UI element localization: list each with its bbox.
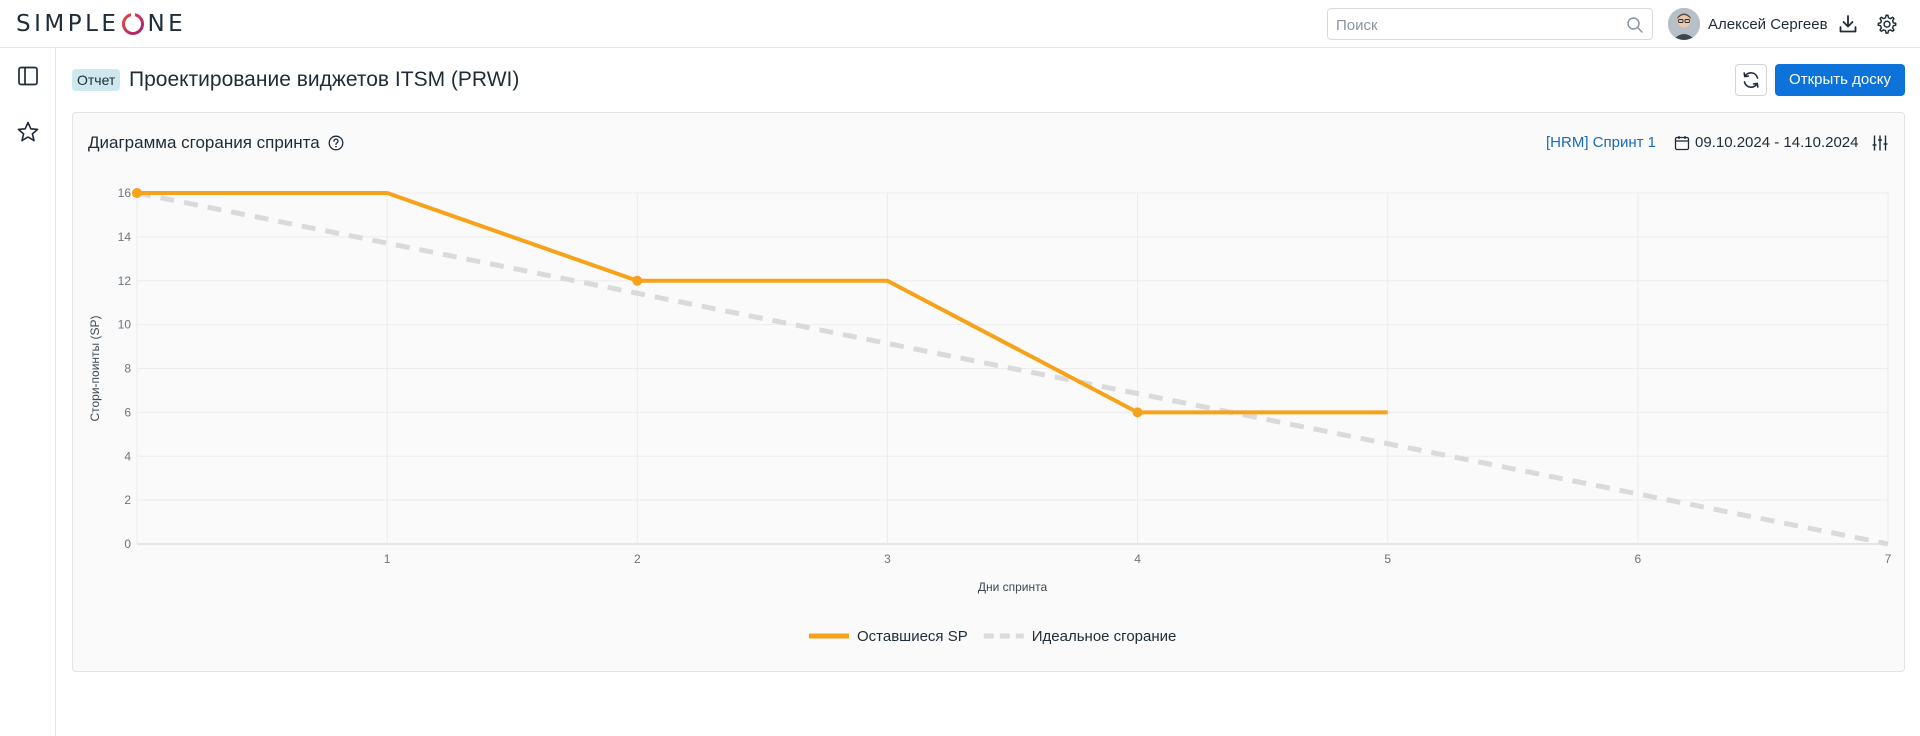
y-tick-label: 16 — [118, 186, 132, 200]
x-tick-label: 7 — [1885, 552, 1892, 566]
logo-text-left: SIMPLE — [16, 11, 120, 37]
left-rail — [0, 48, 56, 736]
avatar-image — [1668, 8, 1700, 40]
report-badge: Отчет — [72, 69, 121, 91]
y-tick-label: 14 — [118, 230, 132, 244]
user-name[interactable]: Алексей Сергеев — [1708, 15, 1828, 33]
avatar[interactable] — [1668, 8, 1700, 40]
remaining-sp-point — [132, 188, 142, 198]
refresh-icon — [1743, 72, 1759, 88]
y-tick-label: 0 — [124, 537, 131, 551]
y-tick-label: 8 — [124, 362, 131, 376]
x-tick-label: 6 — [1635, 552, 1642, 566]
x-tick-label: 5 — [1384, 552, 1391, 566]
x-tick-label: 2 — [634, 552, 641, 566]
widget-title-text: Диаграмма сгорания спринта — [88, 133, 320, 152]
logo-text-right: NE — [147, 11, 187, 37]
y-tick-label: 4 — [124, 449, 131, 463]
calendar-icon — [1674, 136, 1690, 151]
sprint-link[interactable]: [HRM] Спринт 1 — [1546, 134, 1657, 151]
remaining-sp-point — [1132, 407, 1143, 418]
search-input[interactable] — [1336, 15, 1616, 35]
download-icon — [1839, 15, 1857, 33]
legend-ideal-label: Идеальное сгорание — [1032, 628, 1177, 645]
date-range-picker[interactable]: 09.10.2024 - 14.10.2024 — [1674, 133, 1858, 153]
page-title: Проектирование виджетов ITSM (PRWI) — [129, 68, 520, 91]
remaining-sp-point — [632, 275, 643, 286]
widget-title: Диаграмма сгорания спринта — [88, 132, 344, 154]
sliders-icon — [1872, 135, 1888, 151]
ideal-burndown-line — [136, 190, 1889, 547]
settings-button[interactable] — [1875, 12, 1899, 36]
panel-toggle-icon — [18, 66, 38, 86]
date-range-text: 09.10.2024 - 14.10.2024 — [1695, 134, 1859, 151]
y-tick-label: 10 — [118, 318, 132, 332]
sidebar-toggle-button[interactable] — [14, 62, 42, 90]
y-tick-label: 6 — [124, 405, 131, 419]
help-icon[interactable] — [328, 135, 344, 151]
remaining-sp-line — [137, 191, 1388, 415]
burndown-widget: Диаграмма сгорания спринта [HRM] Спринт … — [72, 112, 1905, 672]
y-tick-label: 12 — [118, 274, 132, 288]
legend-remaining-label: Оставшиеся SP — [857, 628, 968, 645]
download-button[interactable] — [1836, 12, 1860, 36]
search-icon[interactable] — [1626, 16, 1644, 34]
top-bar: SIMPLE NE — [0, 0, 1920, 48]
widget-settings-button[interactable] — [1868, 131, 1892, 155]
favorites-button[interactable] — [14, 118, 42, 146]
x-tick-label: 1 — [384, 552, 391, 566]
y-tick-label: 2 — [124, 493, 131, 507]
x-axis-label: Дни спринта — [978, 580, 1048, 594]
x-tick-label: 3 — [884, 552, 891, 566]
simpleone-logo[interactable]: SIMPLE NE — [16, 11, 186, 37]
star-icon — [17, 121, 39, 142]
refresh-button[interactable] — [1735, 64, 1767, 96]
open-board-button[interactable]: Открыть доску — [1775, 64, 1905, 96]
y-axis-label: Стори-поинты (SP) — [88, 315, 102, 421]
gear-icon — [1877, 14, 1897, 34]
x-tick-label: 4 — [1134, 552, 1141, 566]
logo-ring-icon — [122, 12, 145, 35]
search-box[interactable] — [1327, 8, 1653, 40]
user-menu[interactable]: Алексей Сергеев — [1668, 8, 1828, 40]
